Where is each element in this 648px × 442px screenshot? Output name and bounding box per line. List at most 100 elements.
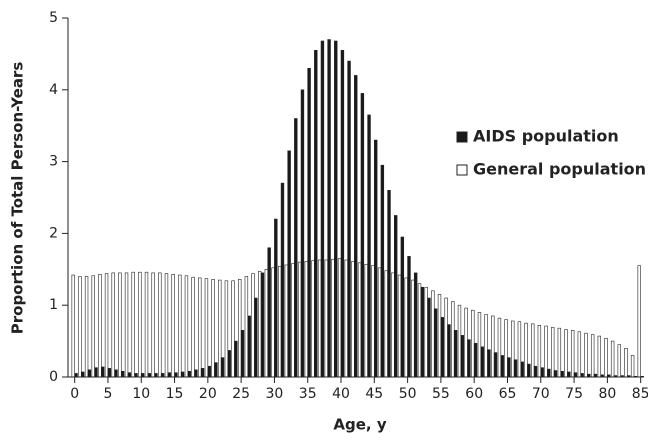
- bar: [364, 263, 368, 378]
- x-tick-label: 45: [365, 386, 383, 402]
- bar: [610, 340, 615, 378]
- legend-swatch: [456, 131, 468, 143]
- bar: [224, 280, 229, 378]
- x-tick-label: 10: [132, 386, 150, 402]
- bar: [120, 370, 125, 378]
- bar: [507, 357, 511, 378]
- bar: [184, 275, 189, 378]
- bar: [214, 362, 218, 378]
- x-tick-label: 0: [70, 386, 79, 402]
- bar: [354, 75, 358, 378]
- bar: [513, 359, 518, 378]
- bar: [244, 276, 249, 378]
- bar: [473, 342, 478, 378]
- bar: [280, 182, 285, 378]
- bar: [391, 272, 395, 378]
- bar: [320, 40, 325, 378]
- x-tick-label: 70: [532, 386, 550, 402]
- x-tick-label: 40: [332, 386, 350, 402]
- bar: [520, 361, 524, 378]
- x-tick-label: 20: [199, 386, 217, 402]
- bar: [238, 279, 242, 378]
- bar: [447, 324, 451, 378]
- bar: [334, 40, 338, 378]
- bar: [573, 372, 578, 378]
- bar: [324, 259, 328, 378]
- bar: [211, 279, 215, 378]
- x-tick-label: 80: [598, 386, 616, 402]
- bar: [400, 236, 405, 378]
- bar: [87, 369, 92, 378]
- bar: [227, 350, 231, 378]
- x-tick-label: 25: [232, 386, 250, 402]
- bar: [371, 265, 375, 378]
- bar: [127, 372, 132, 378]
- x-tick-label: 85: [632, 386, 648, 402]
- bar: [344, 259, 348, 378]
- bar: [367, 114, 371, 378]
- bar: [444, 297, 448, 378]
- bar: [351, 261, 355, 378]
- bar: [204, 278, 209, 378]
- bar: [624, 347, 628, 378]
- x-tick-label: 30: [266, 386, 284, 402]
- bar: [544, 325, 548, 378]
- bar: [580, 373, 584, 378]
- bar: [167, 372, 171, 378]
- bar: [74, 373, 78, 378]
- bar: [78, 276, 82, 378]
- bar: [287, 150, 291, 378]
- bar: [460, 335, 464, 378]
- bar: [377, 267, 382, 378]
- bar: [91, 275, 95, 378]
- bar: [100, 366, 105, 378]
- bar: [151, 272, 155, 378]
- legend-label: General population: [473, 160, 646, 179]
- x-axis-label: Age, y: [333, 416, 386, 434]
- bar: [471, 309, 475, 378]
- bar: [384, 270, 388, 378]
- bar: [247, 315, 251, 378]
- y-tick-label: 5: [49, 10, 58, 26]
- bar: [413, 272, 418, 378]
- bar: [138, 271, 142, 378]
- bar: [531, 323, 535, 378]
- bar: [194, 369, 198, 378]
- bar: [297, 261, 302, 378]
- bar: [433, 308, 438, 378]
- bar: [451, 301, 455, 378]
- bar: [570, 330, 575, 378]
- bar: [171, 274, 175, 378]
- bar: [291, 263, 295, 378]
- bar: [393, 215, 398, 378]
- bar: [134, 373, 138, 378]
- legend-swatch: [456, 164, 468, 176]
- bar: [360, 93, 365, 378]
- y-tick-label: 2: [49, 225, 58, 241]
- bar: [98, 274, 102, 378]
- x-tick-label: 60: [465, 386, 483, 402]
- bar: [491, 315, 495, 378]
- bar: [564, 329, 568, 378]
- bar: [94, 367, 98, 378]
- bar: [267, 247, 271, 378]
- bar: [484, 314, 488, 378]
- bar: [104, 273, 109, 378]
- bar: [404, 277, 408, 378]
- bar: [271, 267, 275, 378]
- bar: [431, 290, 435, 378]
- bar: [331, 258, 335, 378]
- bar: [307, 67, 311, 378]
- x-tick-label: 15: [166, 386, 184, 402]
- bar: [131, 271, 135, 378]
- bar: [274, 218, 278, 378]
- bar: [207, 365, 211, 378]
- y-tick-label: 3: [49, 154, 58, 170]
- bar: [553, 370, 558, 378]
- bar: [147, 373, 152, 378]
- bar: [140, 373, 145, 378]
- bar: [317, 259, 322, 378]
- bar: [464, 307, 468, 378]
- x-tick-label: 35: [299, 386, 317, 402]
